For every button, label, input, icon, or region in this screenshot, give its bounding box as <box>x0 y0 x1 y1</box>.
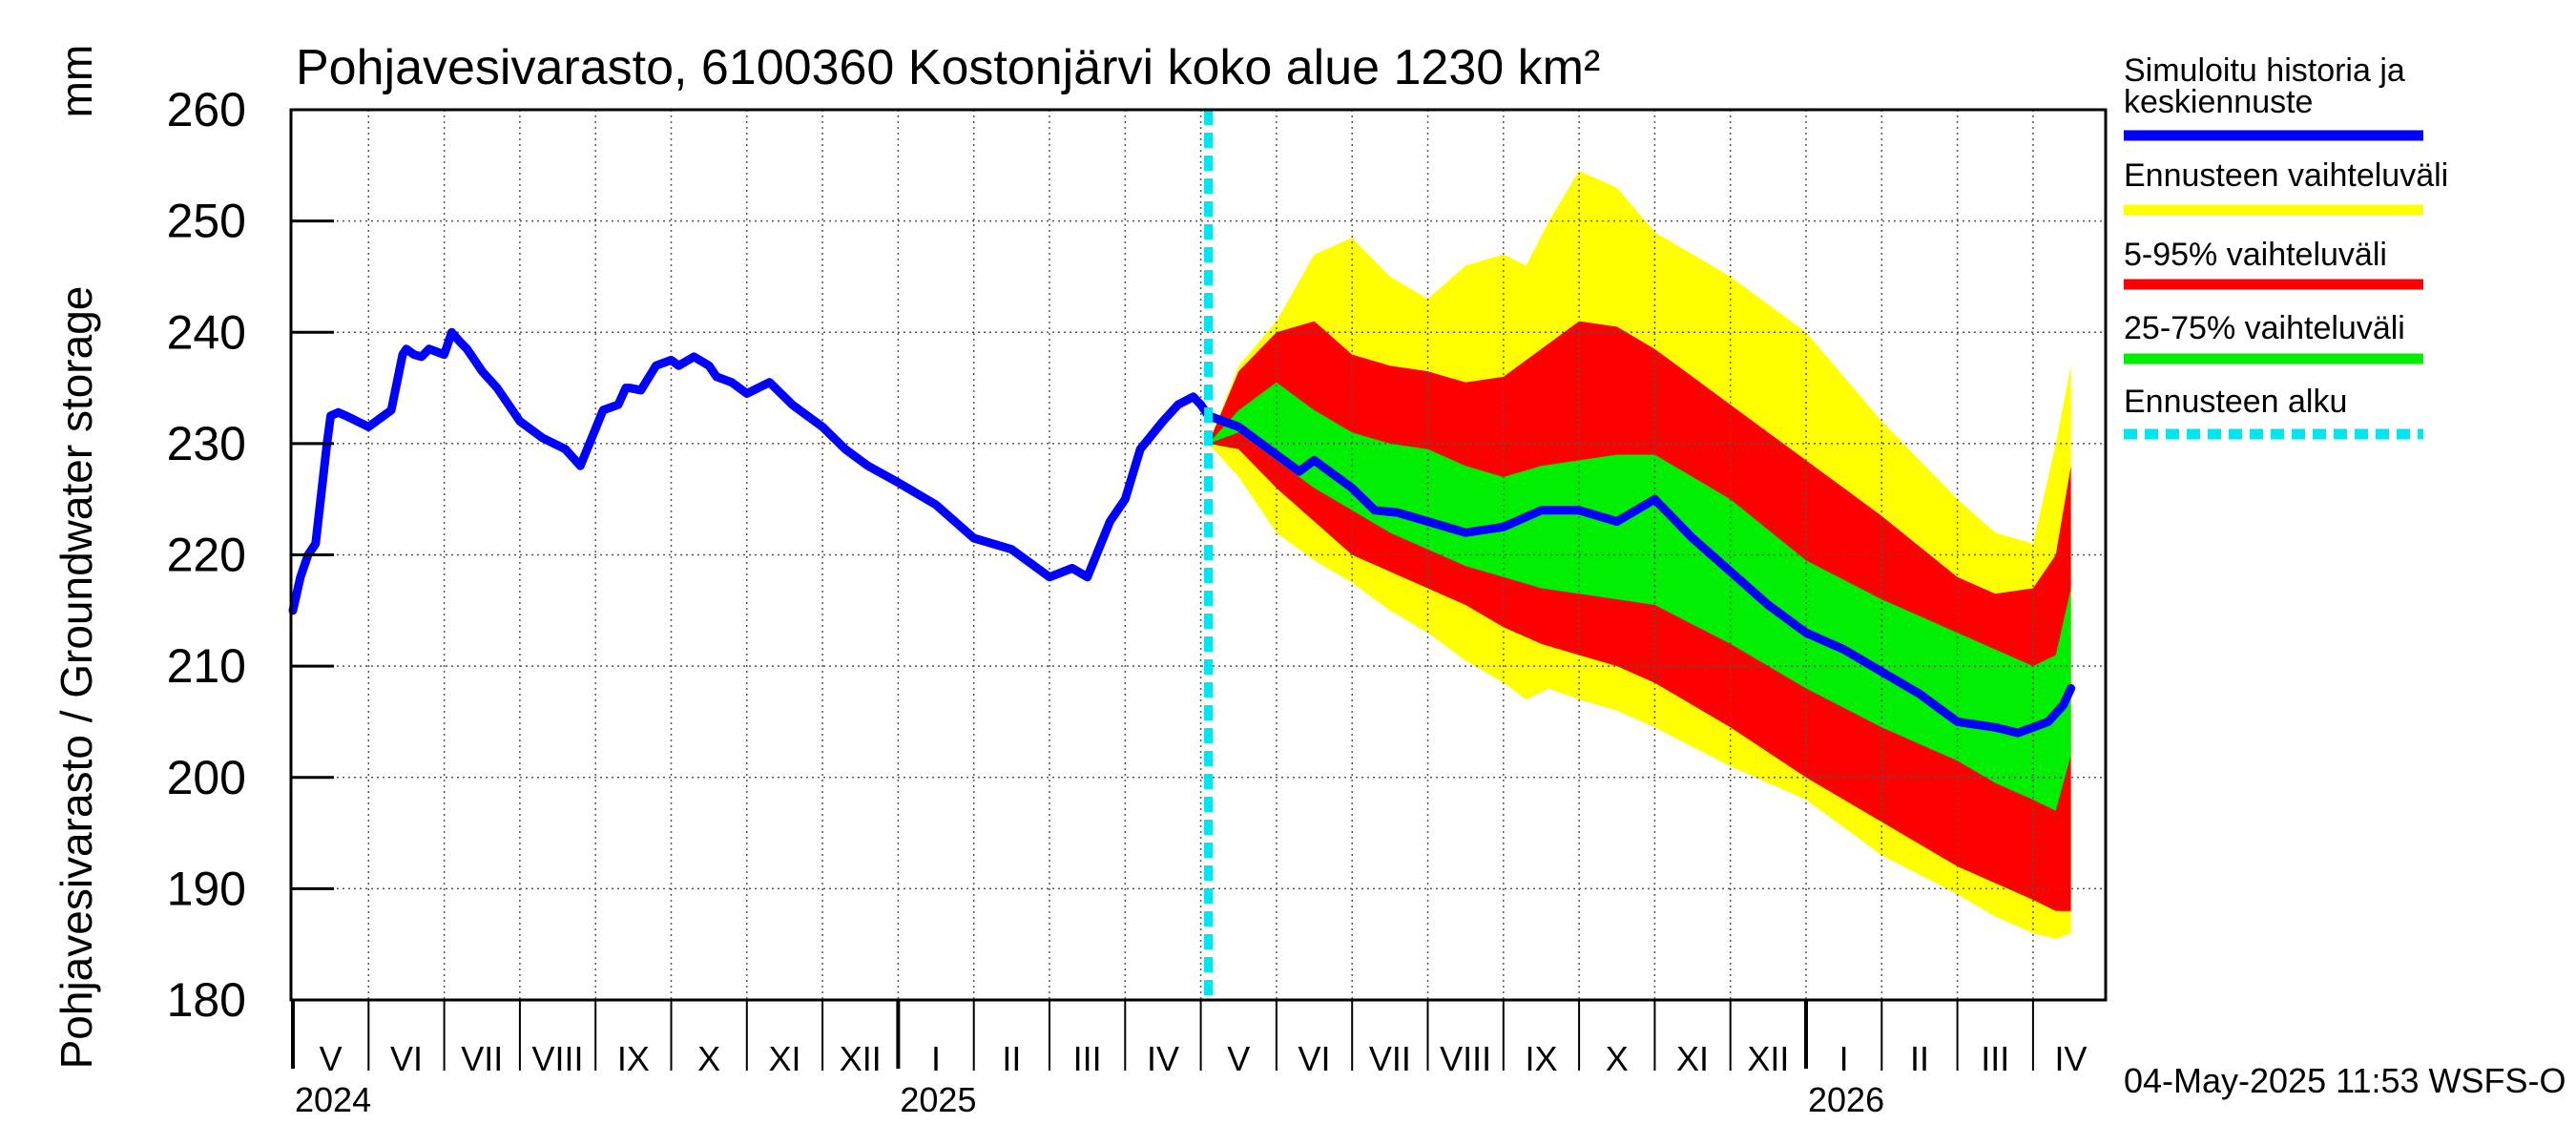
month-label: III <box>1073 1039 1102 1078</box>
median-series <box>288 327 2076 738</box>
y-tick-label: 210 <box>167 639 246 693</box>
month-label: XII <box>1747 1039 1789 1078</box>
month-label: III <box>1981 1039 2009 1078</box>
y-tick-label: 250 <box>167 195 246 248</box>
y-tick-label: 230 <box>167 417 246 470</box>
chart-title: Pohjavesivarasto, 6100360 Kostonjärvi ko… <box>296 40 1600 95</box>
month-label: XI <box>768 1039 800 1078</box>
month-label: IX <box>617 1039 650 1078</box>
y-tick-label: 260 <box>167 83 246 136</box>
month-label: VIII <box>1440 1039 1491 1078</box>
month-label: II <box>1910 1039 1929 1078</box>
month-label: I <box>931 1039 941 1078</box>
series-line-median <box>288 327 2076 738</box>
legend-label: Simuloitu historia ja <box>2124 52 2405 89</box>
month-label: VI <box>390 1039 423 1078</box>
legend-label: 5-95% vaihteluväli <box>2124 237 2387 273</box>
month-label: XII <box>840 1039 882 1078</box>
y-axis-label: Pohjavesivarasto / Groundwater storage <box>52 286 101 1070</box>
y-tick-label: 190 <box>167 862 246 915</box>
legend-label: 25-75% vaihteluväli <box>2124 310 2405 346</box>
y-tick-label: 180 <box>167 973 246 1027</box>
month-label: X <box>1606 1039 1629 1078</box>
month-label: V <box>1227 1039 1250 1078</box>
month-label: V <box>320 1039 343 1078</box>
month-label: II <box>1002 1039 1021 1078</box>
y-tick-label: 240 <box>167 305 246 359</box>
legend-label: Ennusteen vaihteluväli <box>2124 157 2448 194</box>
month-label: VI <box>1298 1039 1331 1078</box>
year-label: 2024 <box>295 1080 371 1119</box>
x-axis: V VI VII VIII IX X XI XII I II III IV V VI VII VIII IX X X… <box>291 1000 2088 1119</box>
month-label: XI <box>1676 1039 1709 1078</box>
legend-label: keskiennuste <box>2124 84 2313 120</box>
y-axis-unit: mm <box>52 45 101 118</box>
footer-timestamp: 04-May-2025 11:53 WSFS-O <box>2124 1061 2566 1100</box>
month-label: VII <box>461 1039 503 1078</box>
y-tick-label: 220 <box>167 529 246 582</box>
forecast-bands <box>1208 171 2071 939</box>
month-label: X <box>697 1039 720 1078</box>
month-label: IV <box>2055 1039 2088 1078</box>
month-label: I <box>1839 1039 1849 1078</box>
y-axis: 180 190 200 210 220 230 240 250 260 <box>167 83 334 1027</box>
year-label: 2026 <box>1808 1080 1884 1119</box>
month-label: VIII <box>532 1039 584 1078</box>
year-label: 2025 <box>900 1080 976 1119</box>
month-label: IX <box>1525 1039 1557 1078</box>
month-label: VII <box>1369 1039 1411 1078</box>
legend-label: Ennusteen alku <box>2124 384 2347 420</box>
band-p25-75 <box>1208 382 2071 811</box>
month-label: IV <box>1147 1039 1179 1078</box>
y-tick-label: 200 <box>167 751 246 804</box>
